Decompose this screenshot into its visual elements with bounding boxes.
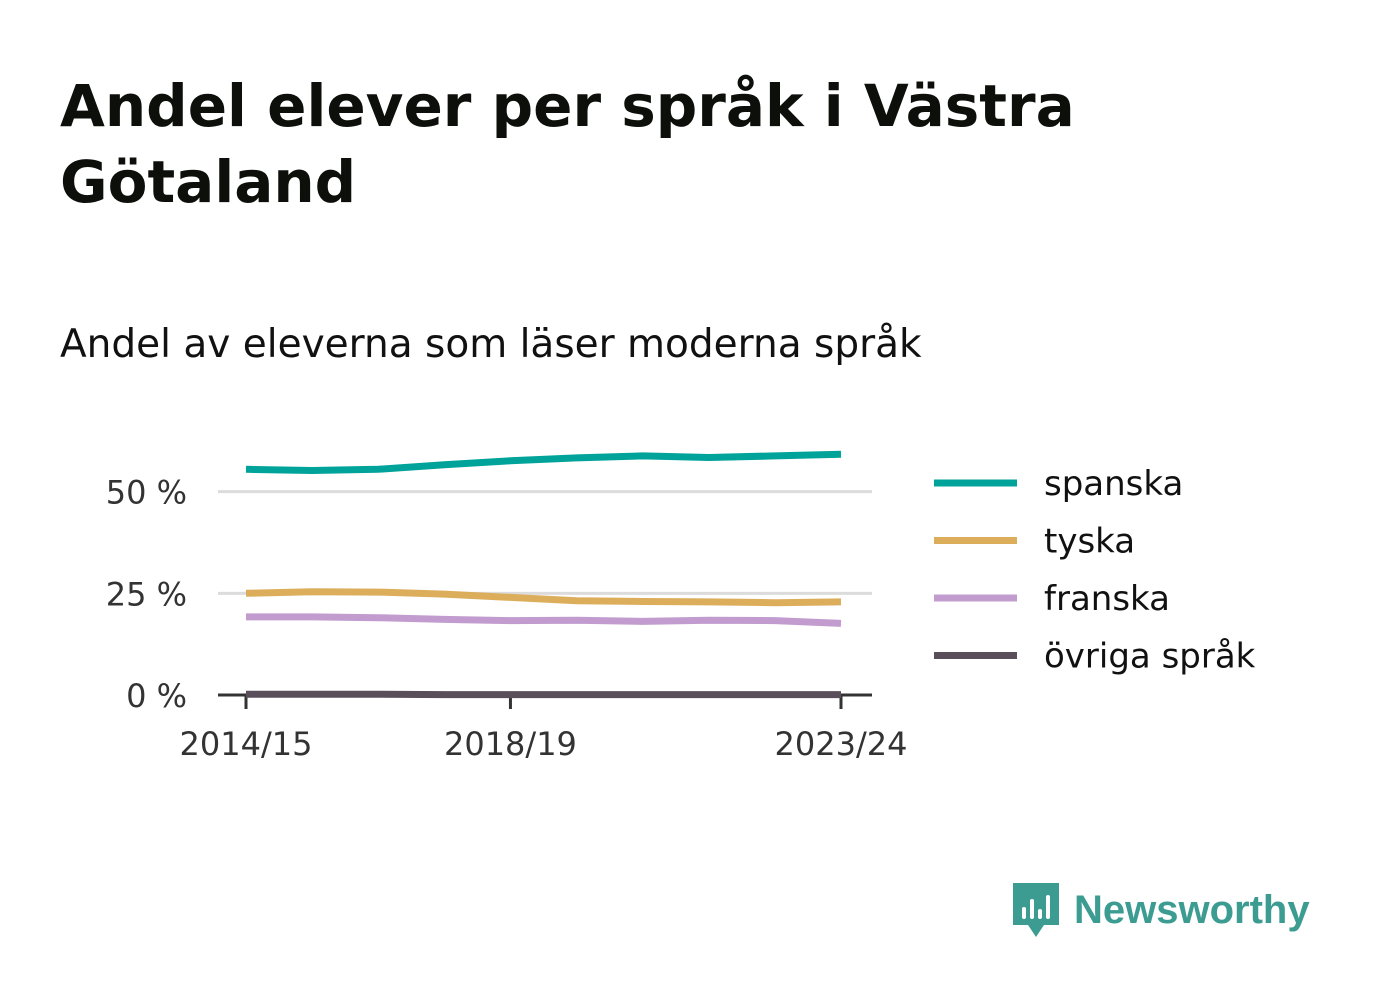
brand-logo: Newsworthy (1010, 880, 1310, 940)
brand-name: Newsworthy (1074, 887, 1310, 932)
x-tick-label: 2023/24 (775, 725, 908, 763)
y-axis-labels: 0 % 25 % 50 % (106, 474, 187, 715)
legend-label: spanska (1044, 464, 1183, 504)
y-tick-label: 50 % (106, 474, 187, 512)
chart-title: Andel elever per språk i Västra Götaland (60, 72, 1075, 216)
chart-subtitle: Andel av eleverna som läser moderna språ… (60, 322, 922, 367)
legend-label: tyska (1044, 522, 1135, 562)
series-line (245, 588, 842, 607)
x-tick-label: 2018/19 (444, 725, 577, 763)
gridlines (218, 490, 872, 595)
newsworthy-logo-icon (1013, 883, 1059, 937)
x-tick-label: 2014/15 (180, 725, 313, 763)
legend-label: franska (1044, 579, 1170, 619)
legend: spanska tyska franska övriga språk (934, 464, 1256, 677)
y-tick-label: 25 % (106, 575, 187, 613)
legend-label: övriga språk (1044, 637, 1256, 677)
x-axis-labels: 2014/15 2018/19 2023/24 (180, 725, 908, 763)
series-line (245, 450, 842, 474)
y-tick-label: 0 % (126, 677, 187, 715)
series-line (246, 613, 842, 627)
series-lines (245, 450, 842, 699)
